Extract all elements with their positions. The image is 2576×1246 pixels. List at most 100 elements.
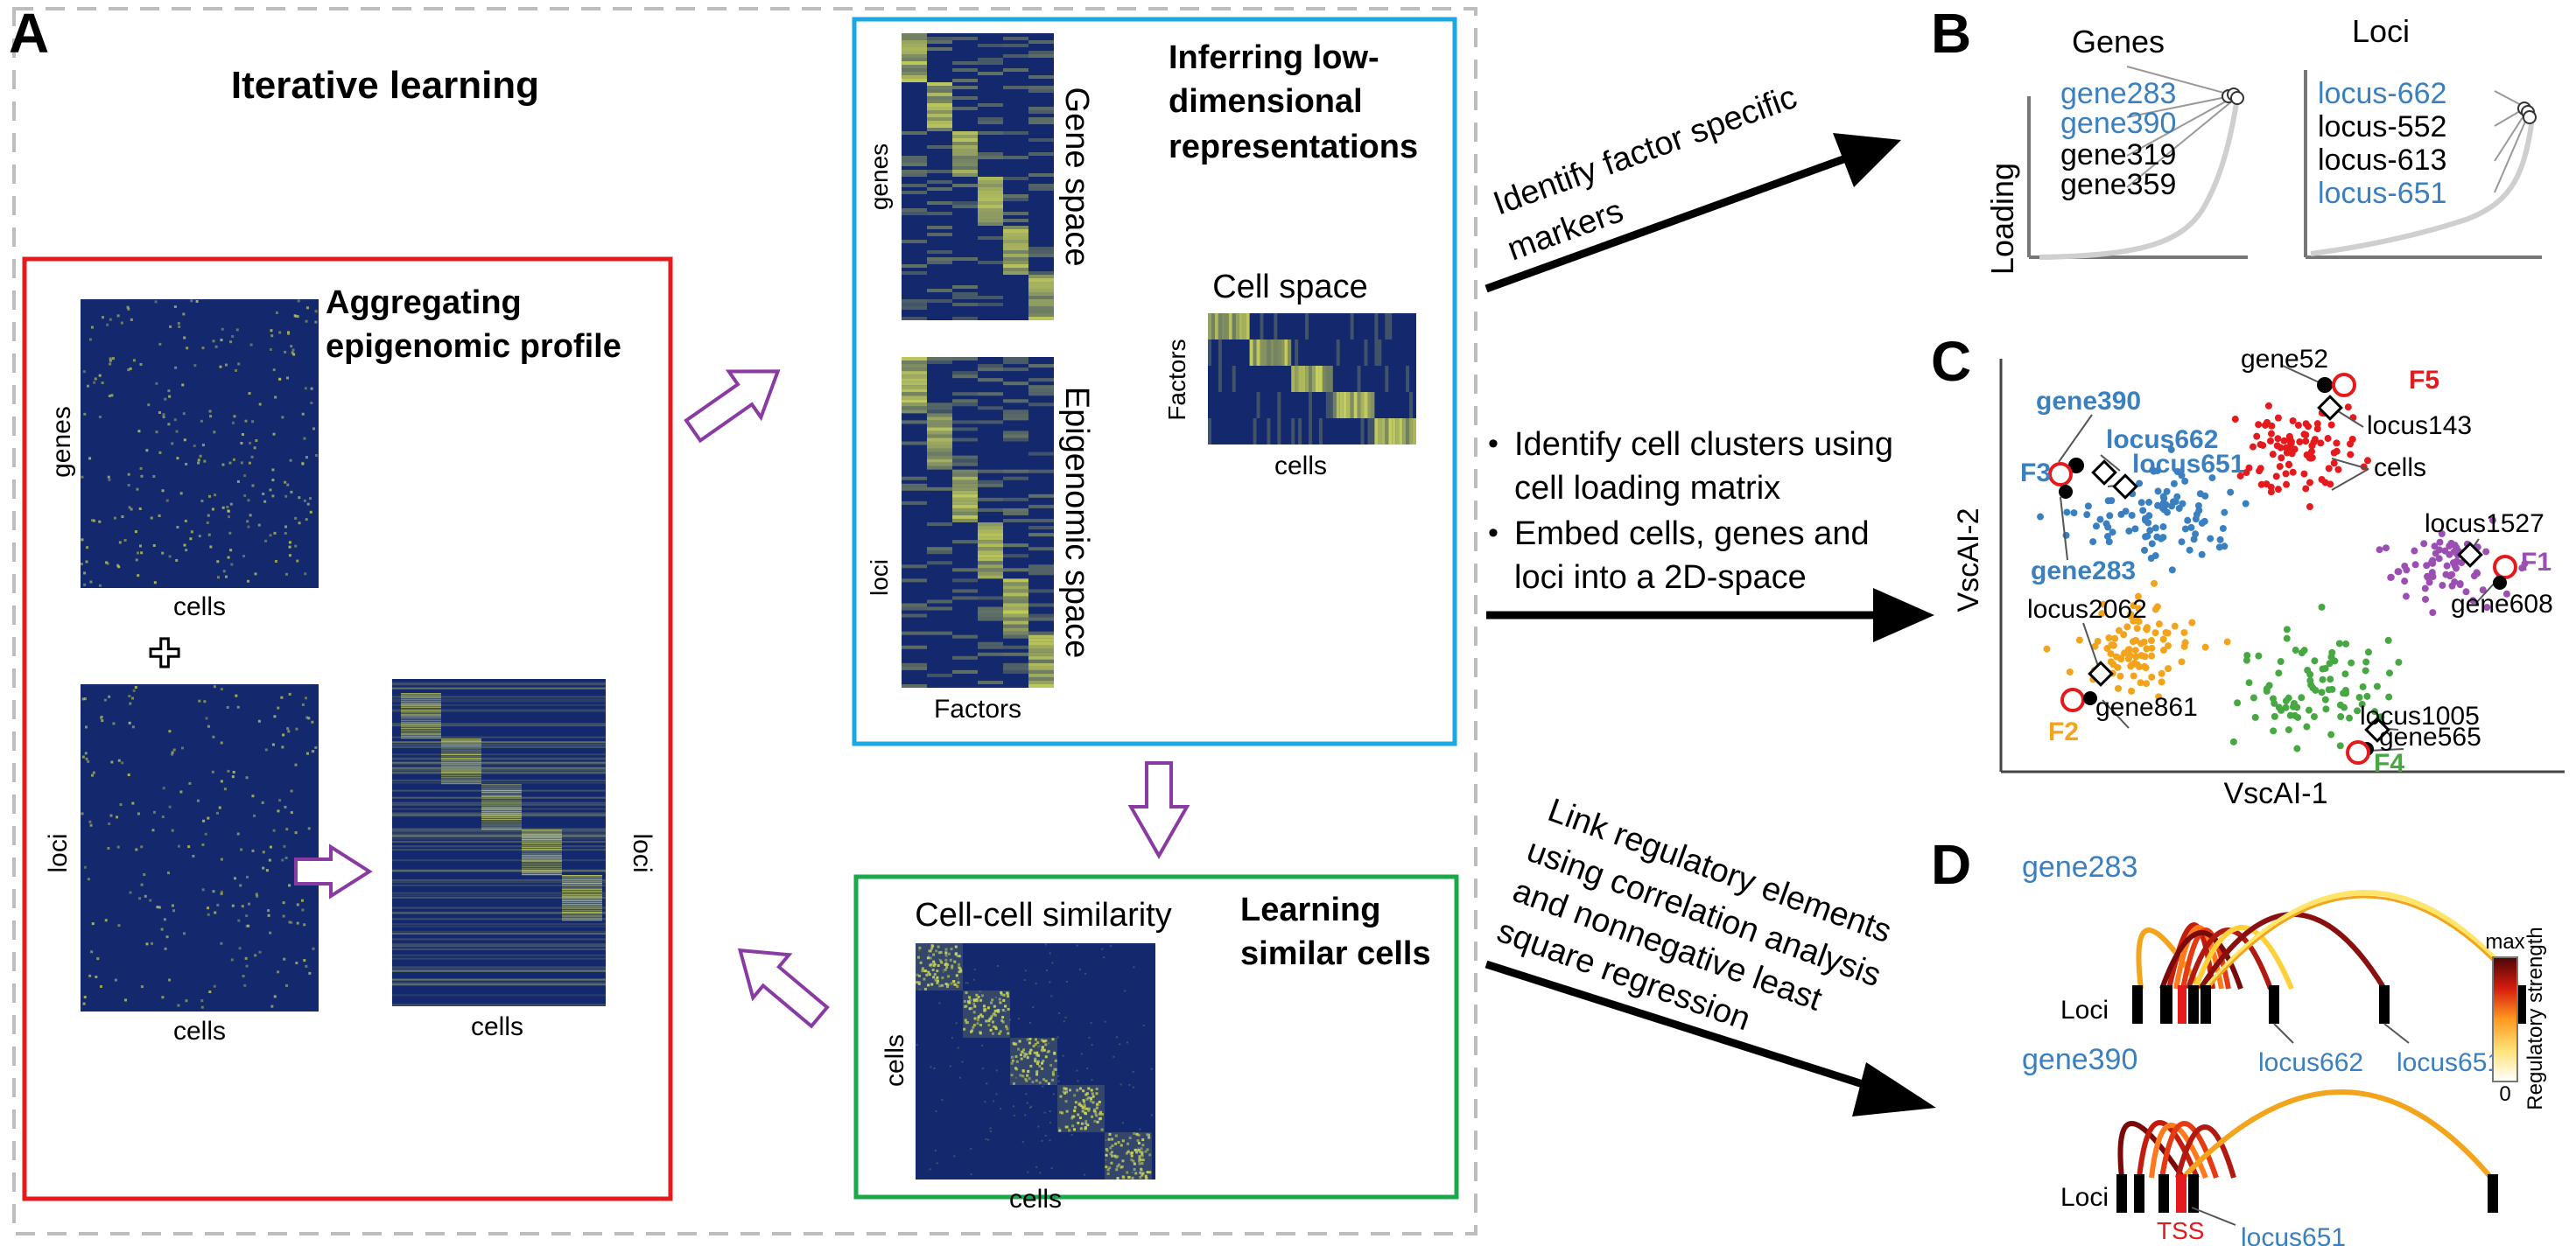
d-colorbar-min: 0 — [2499, 1082, 2510, 1106]
b-loci-plot — [2304, 70, 2542, 259]
cell-similarity-heatmap — [916, 943, 1155, 1180]
inference-box — [852, 17, 1457, 746]
b-locus-label-3: locus-613 — [2318, 144, 2446, 177]
d-top-connectors — [2273, 1023, 2410, 1044]
d-label-tss: TSS — [2157, 1217, 2204, 1244]
c-connectors — [2058, 365, 2497, 752]
b-gene-label-3: gene319 — [2060, 138, 2176, 172]
cells-axis-label-5: cells — [881, 1034, 909, 1087]
aggregate-arrow — [294, 844, 373, 900]
b-genes-plot — [2027, 66, 2248, 260]
genes-cells-heatmap — [81, 299, 319, 588]
iterative-learning-title: Iterative learning — [231, 64, 539, 107]
panel-letter-b: B — [1931, 2, 1971, 65]
c-label-f5: F5 — [2409, 366, 2439, 395]
factors-axis-label: Factors — [934, 695, 1021, 724]
clusters-bullet-2: • — [1488, 516, 1499, 550]
d-label-gene390: gene390 — [2022, 1043, 2137, 1076]
cells-axis-label-3: cells — [471, 1012, 523, 1041]
similarity-box — [853, 874, 1459, 1200]
d-bottom-connector — [2191, 1207, 2236, 1226]
d-loci-label-bottom: Loci — [2060, 1183, 2109, 1212]
d-loci-label-top: Loci — [2060, 996, 2109, 1025]
loci-axis-label-1: loci — [44, 833, 73, 872]
d-colorbar-label: Regulatory strength — [2523, 927, 2547, 1110]
b-loading-label: Loading — [1984, 163, 2020, 275]
clusters-text-line3: Embed cells, genes and — [1514, 515, 1870, 552]
d-top-loci-bars — [2132, 985, 2526, 1024]
c-ylabel: VscAI-2 — [1952, 508, 1985, 612]
aggregated-heatmap — [392, 679, 606, 1006]
d-bottom-arcs — [2117, 1089, 2494, 1180]
d-label-gene283: gene283 — [2022, 850, 2137, 884]
d-bottom-loci-bars — [2116, 1174, 2498, 1213]
b-locus-label-2: locus-552 — [2318, 110, 2446, 144]
c-label-cells: cells — [2374, 453, 2426, 482]
c-label-f3: F3 — [2020, 458, 2051, 487]
c-label-gene861: gene861 — [2095, 693, 2198, 722]
genes-axis-label-2: genes — [866, 144, 893, 210]
loci-axis-label-2: loci — [628, 833, 656, 872]
c-xlabel: VscAI-1 — [2223, 777, 2327, 810]
loci-axis-label-3: loci — [866, 559, 893, 596]
inferring-title-line1: Inferring low- — [1169, 39, 1379, 76]
clusters-text-line1: Identify cell clusters using — [1514, 426, 1893, 463]
cells-axis-label-1: cells — [173, 592, 226, 621]
genes-axis-label: genes — [47, 406, 76, 478]
d-label-locus651-bottom: locus651 — [2241, 1223, 2346, 1246]
d-label-locus651-top: locus651 — [2397, 1048, 2502, 1077]
c-label-locus1527: locus1527 — [2425, 509, 2544, 538]
c-axes — [1999, 359, 2565, 774]
cell-space-label: Cell space — [1212, 269, 1367, 305]
gene-space-label: Gene space — [1058, 88, 1095, 267]
c-label-f1: F1 — [2521, 548, 2551, 577]
embedding-arrow — [1486, 588, 1934, 642]
panel-letter-a: A — [9, 2, 49, 65]
back-to-aggregation-arrow — [737, 948, 830, 1029]
factors-axis-label-2: Factors — [1163, 339, 1190, 420]
d-colorbar-max: max — [2485, 930, 2524, 954]
clusters-text-line2: cell loading matrix — [1514, 470, 1780, 507]
c-label-locus143: locus143 — [2367, 411, 2472, 440]
plus-icon: ✚ — [149, 633, 181, 676]
b-locus-label-4: locus-651 — [2318, 177, 2446, 210]
panel-letter-c: C — [1931, 330, 1971, 393]
markers-arrow — [1485, 133, 1901, 293]
cells-axis-label-4: cells — [1274, 452, 1327, 480]
b-loci-title: Loci — [2352, 13, 2410, 49]
aggregating-title-line1: Aggregating — [326, 284, 522, 321]
c-label-f2: F2 — [2048, 718, 2079, 746]
b-locus-label-1: locus-662 — [2318, 77, 2446, 110]
panel-a-frame — [12, 7, 1478, 1236]
aggregating-title-line2: epigenomic profile — [326, 328, 621, 365]
c-label-locus2062: locus2062 — [2027, 595, 2147, 624]
loci-cells-heatmap — [81, 684, 319, 1012]
c-label-gene52: gene52 — [2241, 345, 2328, 374]
c-label-gene565: gene565 — [2379, 723, 2481, 752]
inferring-title-line3: representations — [1169, 129, 1418, 165]
b-gene-label-2: gene390 — [2060, 107, 2176, 140]
cells-axis-label-6: cells — [1009, 1185, 1062, 1214]
inferring-title-line2: dimensional — [1169, 83, 1363, 120]
c-label-locus651: locus651 — [2132, 450, 2244, 479]
c-label-f4: F4 — [2374, 749, 2404, 778]
epigenomic-space-label: Epigenomic space — [1058, 387, 1095, 659]
to-inference-arrow — [684, 369, 781, 444]
c-label-gene608: gene608 — [2451, 590, 2553, 619]
cell-space-heatmap — [1208, 313, 1416, 444]
b-gene-label-4: gene359 — [2060, 168, 2176, 201]
c-factor-markers — [2048, 373, 2517, 765]
clusters-text-line4: loci into a 2D-space — [1514, 559, 1807, 596]
gene-space-heatmap — [902, 33, 1054, 320]
c-scatter — [2037, 402, 2529, 763]
panel-letter-d: D — [1931, 833, 1971, 896]
learning-title-line2: similar cells — [1240, 935, 1431, 972]
link-arrow — [1485, 960, 1936, 1116]
b-genes-title: Genes — [2072, 24, 2165, 60]
c-label-locus662: locus662 — [2106, 425, 2218, 454]
cell-cell-similarity-label: Cell-cell similarity — [915, 897, 1171, 934]
aggregation-box — [22, 256, 673, 1201]
c-label-gene283: gene283 — [2031, 556, 2136, 585]
markers-text-line1: Identify factor specific — [1489, 79, 1802, 222]
